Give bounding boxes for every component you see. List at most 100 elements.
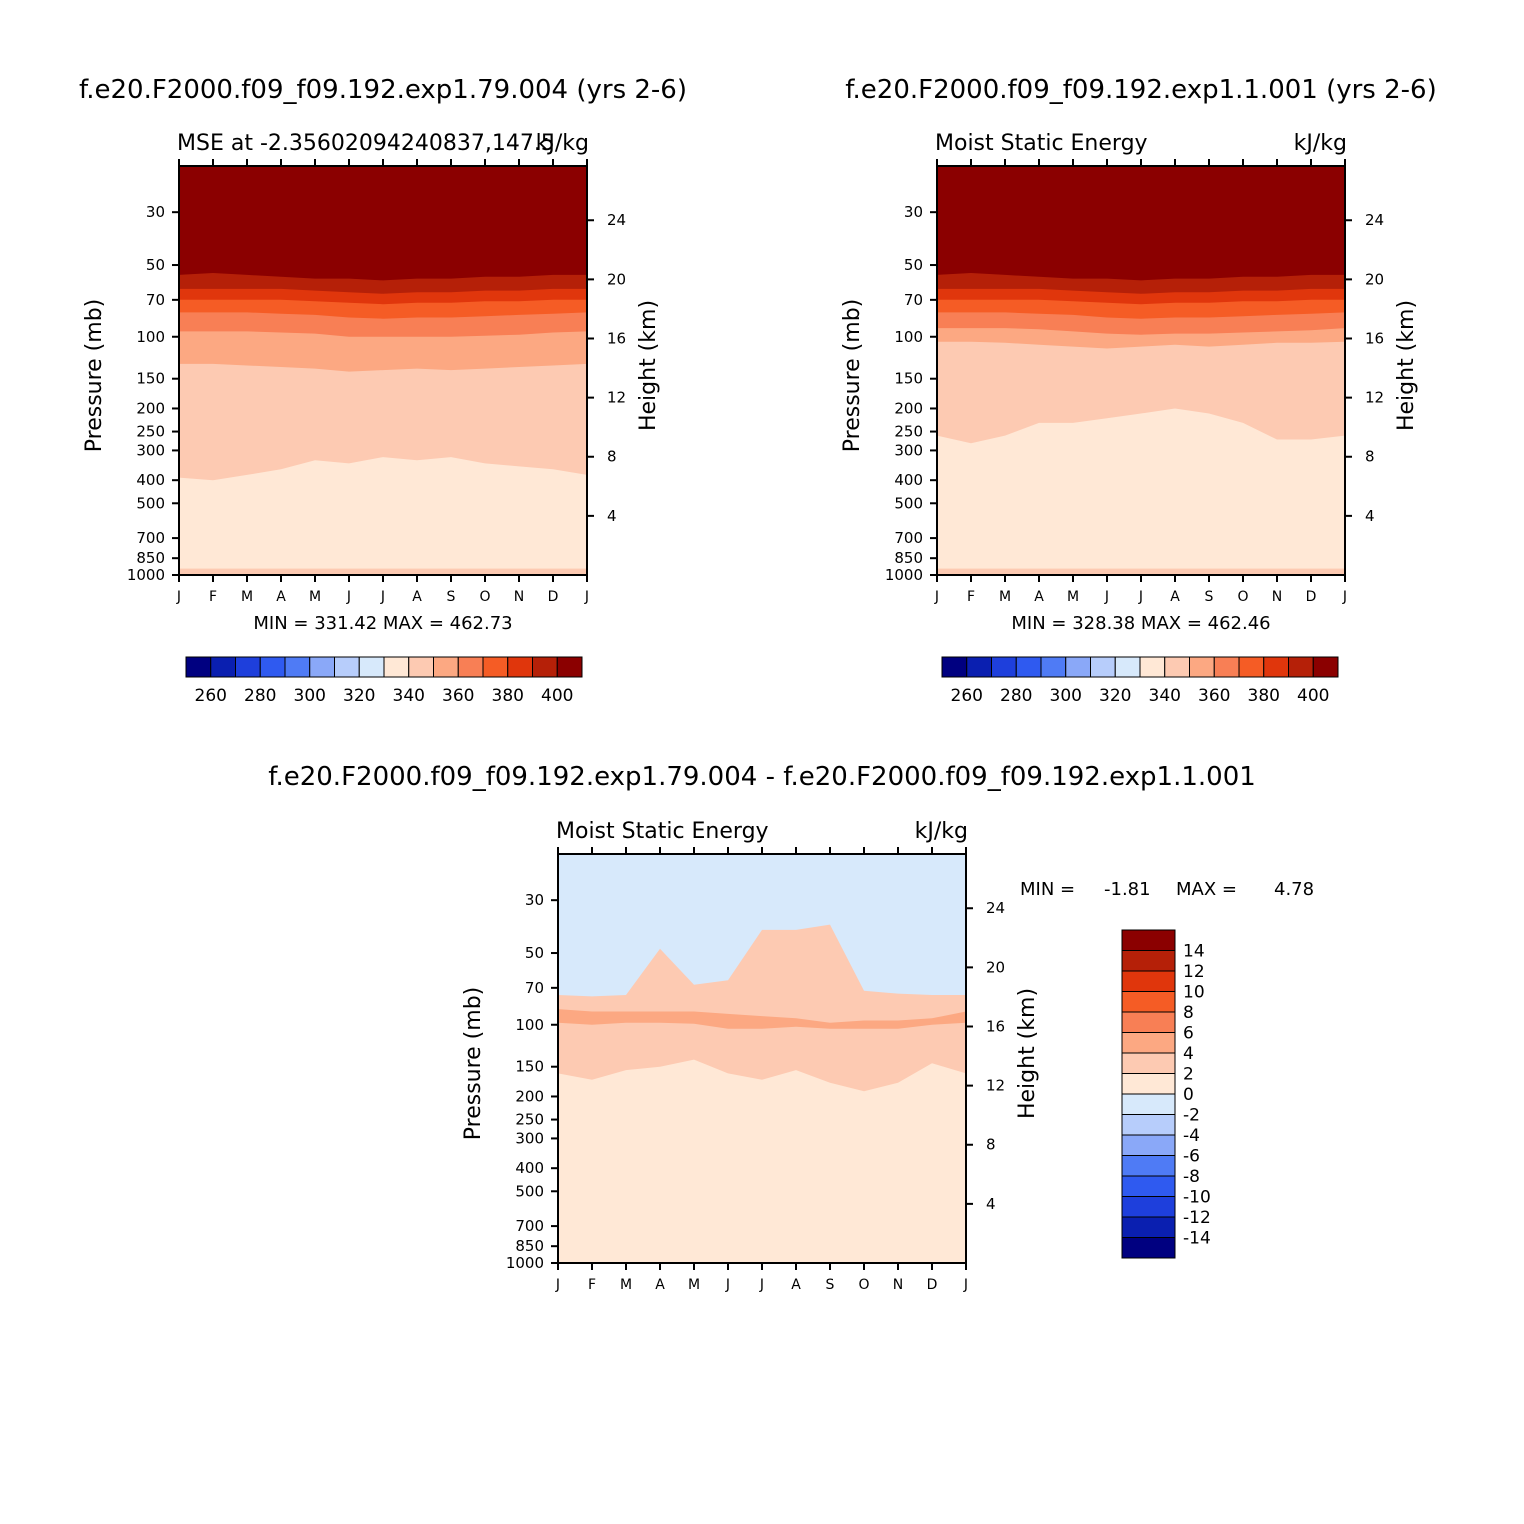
y2-tick-label: 4 [607,507,617,525]
colorbar-swatch [1040,656,1067,678]
y-tick-label: 200 [894,399,923,417]
y-tick-label: 30 [525,891,544,909]
y-tick-label: 200 [515,1087,544,1105]
colorbar-swatch [1121,1155,1176,1177]
colorbar-label: -6 [1183,1147,1200,1167]
y2-axis-label: Height (km) [1394,300,1419,431]
x-tick-label: F [967,589,975,605]
x-tick-label: J [555,1277,560,1293]
colorbar-label: -10 [1183,1188,1211,1208]
chart-panel-3: f.e20.F2000.f09_f09.192.exp1.79.004 - f.… [268,762,1314,1293]
colorbar-swatch [1121,991,1176,1013]
stats-min-value: -1.81 [1104,879,1151,900]
y2-tick-label: 8 [607,448,617,466]
colorbar-swatch [457,656,484,678]
x-tick-label: J [176,589,181,605]
y-tick-label: 150 [894,370,923,388]
colorbar-label: -8 [1183,1167,1200,1187]
y-tick-label: 50 [525,944,544,962]
x-tick-label: J [725,1277,730,1293]
y-tick-label: 70 [146,291,165,309]
y-tick-label: 300 [136,441,165,459]
colorbar-swatch [1090,656,1116,678]
y-tick-label: 1000 [127,566,165,584]
x-tick-label: S [826,1277,835,1293]
colorbar-swatch [1121,1237,1176,1259]
x-tick-label: S [1205,589,1214,605]
y-tick-label: 250 [136,423,165,441]
x-tick-label: O [479,589,490,605]
colorbar-swatch [556,656,583,678]
y-tick-label: 850 [894,549,923,567]
colorbar-swatch [259,656,286,678]
x-tick-label: F [588,1277,596,1293]
y-tick-label: 30 [904,203,923,221]
chart-title: f.e20.F2000.f09_f09.192.exp1.1.001 (yrs … [845,75,1436,105]
colorbar-swatch [1121,1175,1176,1197]
colorbar-swatch [1238,656,1265,678]
colorbar-swatch [1312,656,1339,678]
colorbar-swatch [185,656,212,678]
x-tick-label: J [380,589,385,605]
y-tick-label: 100 [136,328,165,346]
y-tick-label: 1000 [885,566,923,584]
y-tick-label: 400 [894,471,923,489]
stats-label: MIN = 328.38 MAX = 462.46 [1011,613,1270,634]
y2-tick-label: 12 [1365,389,1384,407]
x-tick-label: A [276,589,286,605]
y2-tick-label: 12 [986,1077,1005,1095]
y2-tick-label: 24 [607,211,626,229]
plot-area [179,166,587,575]
y-tick-label: 1000 [506,1254,544,1272]
y2-tick-label: 24 [1365,211,1384,229]
chart-title: f.e20.F2000.f09_f09.192.exp1.79.004 - f.… [268,762,1256,792]
x-tick-label: M [309,589,321,605]
x-tick-label: M [999,589,1011,605]
colorbar-swatch [1121,1196,1176,1218]
x-tick-label: J [1104,589,1109,605]
y2-axis-label: Height (km) [1015,988,1040,1119]
colorbar-label: 360 [1198,686,1230,706]
units-label: kJ/kg [915,819,968,844]
left-title: Moist Static Energy [556,819,769,844]
colorbar-label: 280 [244,686,276,706]
y-tick-label: 300 [894,441,923,459]
colorbar-label: 320 [1099,686,1131,706]
x-tick-label: D [927,1277,938,1293]
colorbar-label: 12 [1183,962,1205,982]
x-tick-label: M [241,589,253,605]
x-tick-label: J [934,589,939,605]
x-tick-label: J [759,1277,764,1293]
stats-min-label: MIN = [1020,879,1075,900]
units-label: kJ/kg [1294,131,1347,156]
colorbar-label: 14 [1183,942,1205,962]
y-tick-label: 850 [515,1237,544,1255]
colorbar-swatch [1121,1216,1176,1238]
y-axis-label: Pressure (mb) [82,299,107,453]
y-tick-label: 30 [146,203,165,221]
colorbar-swatch [210,656,236,678]
colorbar-label: 280 [1000,686,1032,706]
x-tick-label: A [655,1277,665,1293]
y-tick-label: 150 [515,1058,544,1076]
colorbar-label: 400 [541,686,573,706]
x-tick-label: F [209,589,217,605]
x-tick-label: D [548,589,559,605]
stats-max-value: 4.78 [1274,879,1314,900]
y-tick-label: 100 [894,328,923,346]
y-tick-label: 700 [136,529,165,547]
colorbar-swatch [334,656,360,678]
y-tick-label: 400 [136,471,165,489]
y-tick-label: 250 [515,1111,544,1129]
colorbar-swatch [1213,656,1240,678]
colorbar-swatch [991,656,1017,678]
x-tick-label: A [791,1277,801,1293]
y2-tick-label: 16 [986,1017,1005,1035]
x-tick-label: J [963,1277,968,1293]
colorbar-swatch [1121,929,1176,951]
y-tick-label: 500 [515,1182,544,1200]
y2-tick-label: 12 [607,389,626,407]
colorbar-label: 380 [1248,686,1280,706]
